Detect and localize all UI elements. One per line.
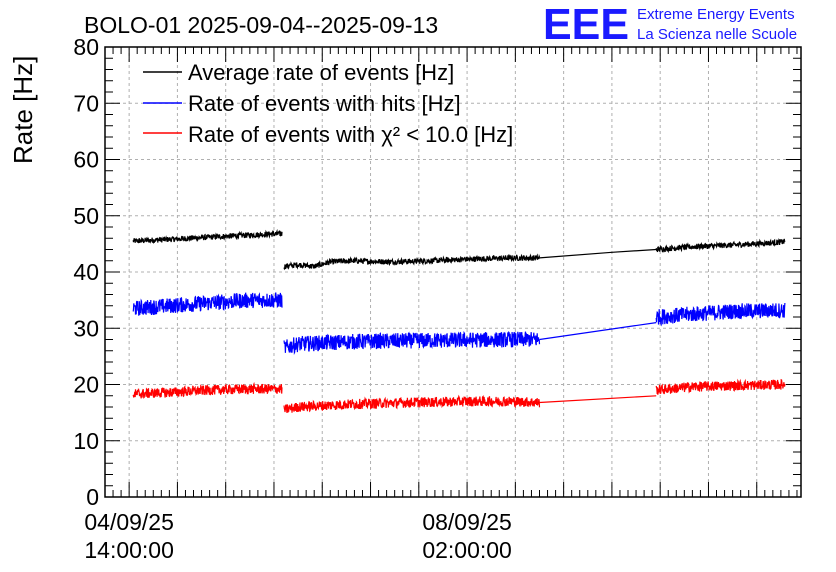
series-0-segment-0 — [132, 228, 283, 245]
series-0-segment-1 — [283, 253, 541, 271]
legend: Average rate of events [Hz] Rate of even… — [143, 60, 513, 147]
y-tick-label: 20 — [73, 372, 99, 398]
series-2-segment-2 — [539, 395, 657, 404]
x-tick-label-date: 04/09/25 — [84, 509, 174, 535]
y-tick-label: 70 — [73, 90, 99, 116]
grid — [105, 47, 801, 497]
eee-logo-mark: EEE — [543, 0, 629, 49]
legend-label-chi2: Rate of events with χ² < 10.0 [Hz] — [188, 122, 513, 147]
series-0-segment-2 — [539, 248, 657, 259]
y-tick-label: 60 — [73, 147, 99, 173]
series-1-segment-1 — [283, 330, 541, 356]
y-tick-label: 80 — [73, 34, 99, 60]
y-tick-label: 0 — [86, 484, 99, 510]
legend-label-average: Average rate of events [Hz] — [188, 60, 454, 85]
x-tick-label-time: 02:00:00 — [422, 537, 512, 563]
y-tick-label: 30 — [73, 315, 99, 341]
series-1-segment-2 — [539, 322, 657, 341]
eee-logo-line1: Extreme Energy Events — [637, 6, 795, 23]
eee-logo-line2: La Scienza nelle Scuole — [637, 26, 797, 43]
y-tick-label: 40 — [73, 259, 99, 285]
y-tick-label: 10 — [73, 428, 99, 454]
series-0-segment-3 — [655, 238, 786, 254]
series-1-segment-3 — [655, 302, 786, 327]
series-2-segment-0 — [132, 381, 283, 399]
series-lines — [132, 228, 786, 413]
x-tick-label-date: 08/09/25 — [422, 509, 512, 535]
axis-ticks — [104, 46, 801, 498]
x-tick-label-time: 14:00:00 — [84, 537, 174, 563]
y-tick-label: 50 — [73, 203, 99, 229]
y-axis-label: Rate [Hz] — [8, 56, 38, 164]
series-1-segment-0 — [132, 292, 283, 316]
legend-label-hits: Rate of events with hits [Hz] — [188, 91, 461, 116]
chart-title: BOLO-01 2025-09-04--2025-09-13 — [84, 12, 438, 38]
eee-logo: EEE Extreme Energy Events La Scienza nel… — [543, 0, 797, 49]
y-tick-labels: 0 10 20 30 40 50 60 70 80 — [73, 34, 99, 510]
series-2-segment-3 — [655, 378, 786, 395]
series-2-segment-1 — [283, 394, 541, 413]
